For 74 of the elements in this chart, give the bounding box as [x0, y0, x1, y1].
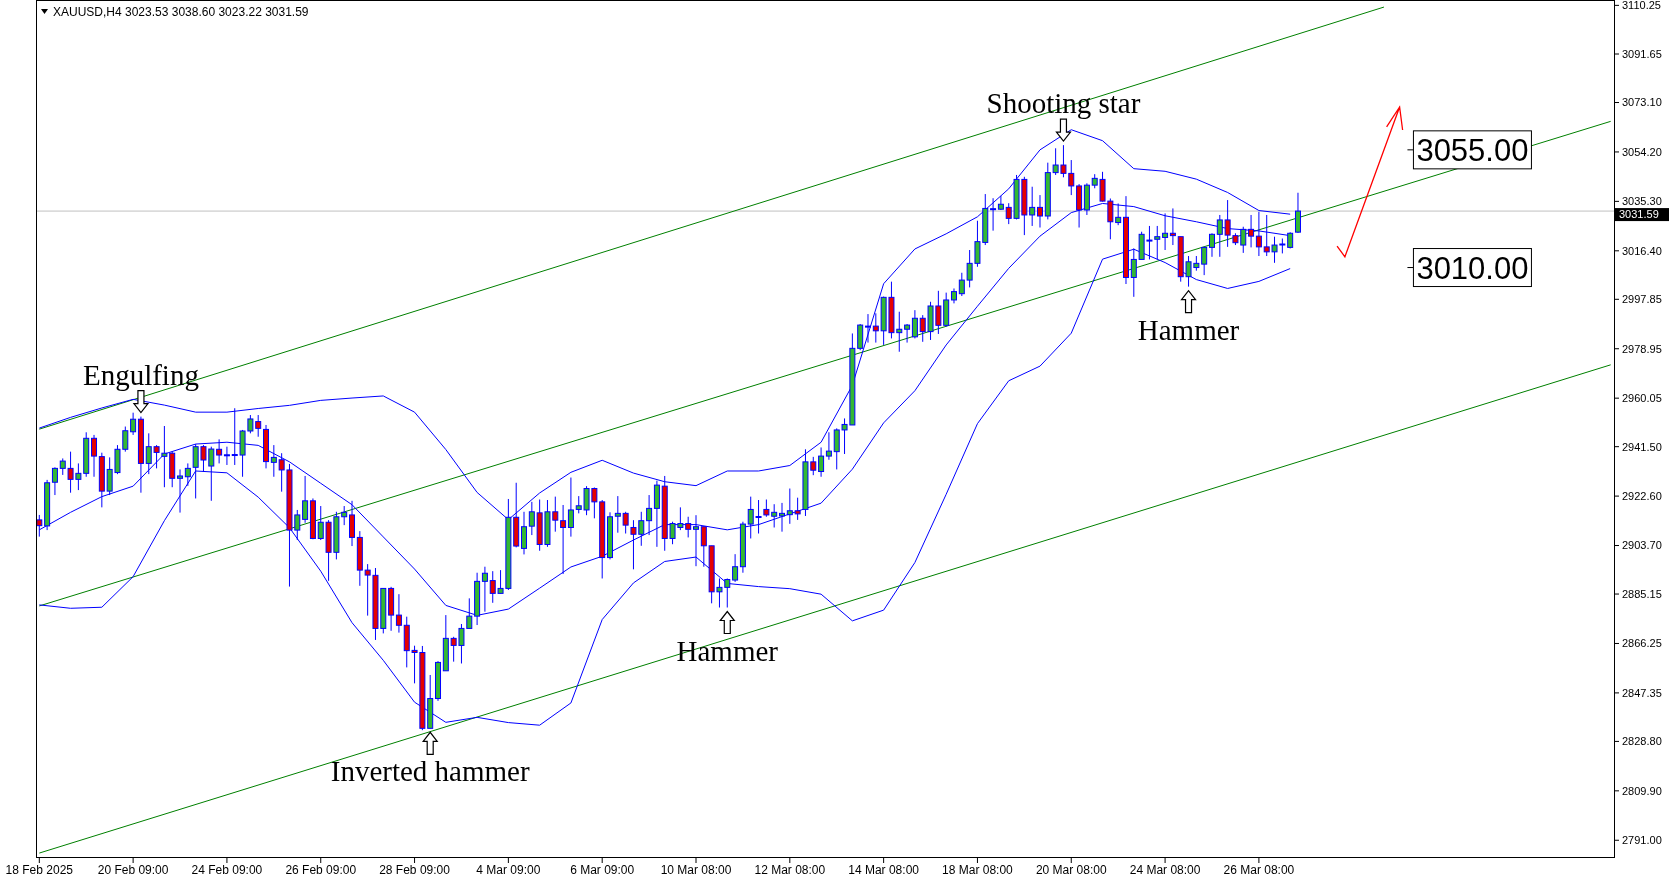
y-tick-label: 2866.25 [1622, 637, 1662, 650]
candlestick [1248, 214, 1255, 248]
x-tick-label: 14 Mar 08:00 [848, 863, 920, 877]
annotation: Hammer [1137, 313, 1240, 346]
y-tick-label: 2922.60 [1622, 489, 1662, 502]
candlestick [184, 462, 191, 487]
candlestick [91, 434, 98, 478]
candlestick [904, 323, 911, 344]
candlestick [1208, 232, 1215, 258]
candlestick [1036, 194, 1043, 229]
candlestick [302, 475, 309, 524]
x-tick-label: 20 Mar 08:00 [1035, 863, 1107, 877]
y-tick-label: 3016.40 [1622, 244, 1662, 257]
candlestick [693, 514, 699, 567]
annotation: Engulfing [82, 358, 199, 391]
candlestick [130, 412, 137, 436]
annotation: Hammer [676, 634, 779, 667]
candlestick [990, 197, 997, 232]
candlestick [1294, 192, 1301, 234]
y-tick-label: 3035.30 [1622, 195, 1662, 208]
x-tick-label: 20 Feb 09:00 [97, 863, 169, 877]
x-tick-label: 24 Mar 08:00 [1129, 863, 1201, 877]
candlestick [818, 446, 825, 478]
candlestick [51, 466, 58, 496]
candlestick [560, 504, 567, 575]
candlestick [1255, 211, 1262, 257]
annotation: Shooting star [986, 87, 1141, 120]
candlestick [779, 502, 785, 533]
candlestick [349, 500, 356, 547]
candlestick [177, 468, 184, 514]
y-tick-label: 3091.65 [1622, 47, 1662, 60]
y-tick-label: 3110.25 [1622, 0, 1661, 12]
y-tick-label: 2791.00 [1622, 834, 1662, 847]
candlestick [481, 566, 488, 613]
candlestick [865, 313, 871, 344]
candlestick [223, 446, 230, 466]
candlestick [646, 494, 653, 536]
x-tick-label: 28 Feb 09:00 [379, 863, 451, 877]
candlestick [395, 593, 402, 634]
candlestick [1169, 207, 1176, 246]
y-tick-label: 3073.10 [1622, 96, 1662, 109]
x-tick-label: 18 Feb 2025 [5, 863, 74, 877]
candlestick [997, 195, 1004, 211]
annotation: 3055.00 [1416, 132, 1529, 168]
y-tick-label: 2809.90 [1622, 784, 1662, 797]
x-tick-label: 24 Feb 09:00 [191, 863, 263, 877]
y-tick-label: 2903.70 [1622, 539, 1662, 552]
annotation: Inverted hammer [330, 755, 530, 788]
candlestick [270, 444, 277, 478]
ref-line-label: 3031.59 [1619, 208, 1659, 221]
y-tick-label: 2885.15 [1622, 587, 1662, 600]
candlestick [825, 431, 832, 461]
x-tick-label: 18 Mar 08:00 [942, 863, 1014, 877]
x-tick-label: 4 Mar 09:00 [476, 863, 541, 877]
y-tick-label: 3054.20 [1622, 145, 1662, 158]
y-tick-label: 2941.50 [1622, 440, 1662, 453]
y-tick-label: 2997.85 [1622, 293, 1662, 306]
x-tick-label: 26 Feb 09:00 [285, 863, 357, 877]
y-tick-label: 2960.05 [1622, 392, 1662, 405]
candlestick [567, 477, 574, 538]
x-tick-label: 26 Mar 08:00 [1223, 863, 1295, 877]
x-tick-label: 12 Mar 08:00 [754, 863, 826, 877]
x-tick-label: 6 Mar 09:00 [570, 863, 635, 877]
y-tick-label: 2828.80 [1622, 735, 1662, 748]
annotation: 3010.00 [1416, 250, 1529, 286]
y-tick-label: 2847.35 [1622, 686, 1662, 699]
x-tick-label: 10 Mar 08:00 [660, 863, 732, 877]
text: XAUUSD,H4 3023.53 3038.60 3023.22 3031.59 [53, 5, 309, 19]
candlestick [1162, 212, 1169, 251]
candlestick [732, 553, 739, 583]
candlestick [216, 438, 223, 464]
y-tick-label: 2978.95 [1622, 342, 1662, 355]
candlestick [521, 511, 528, 555]
candlestick [911, 309, 918, 339]
